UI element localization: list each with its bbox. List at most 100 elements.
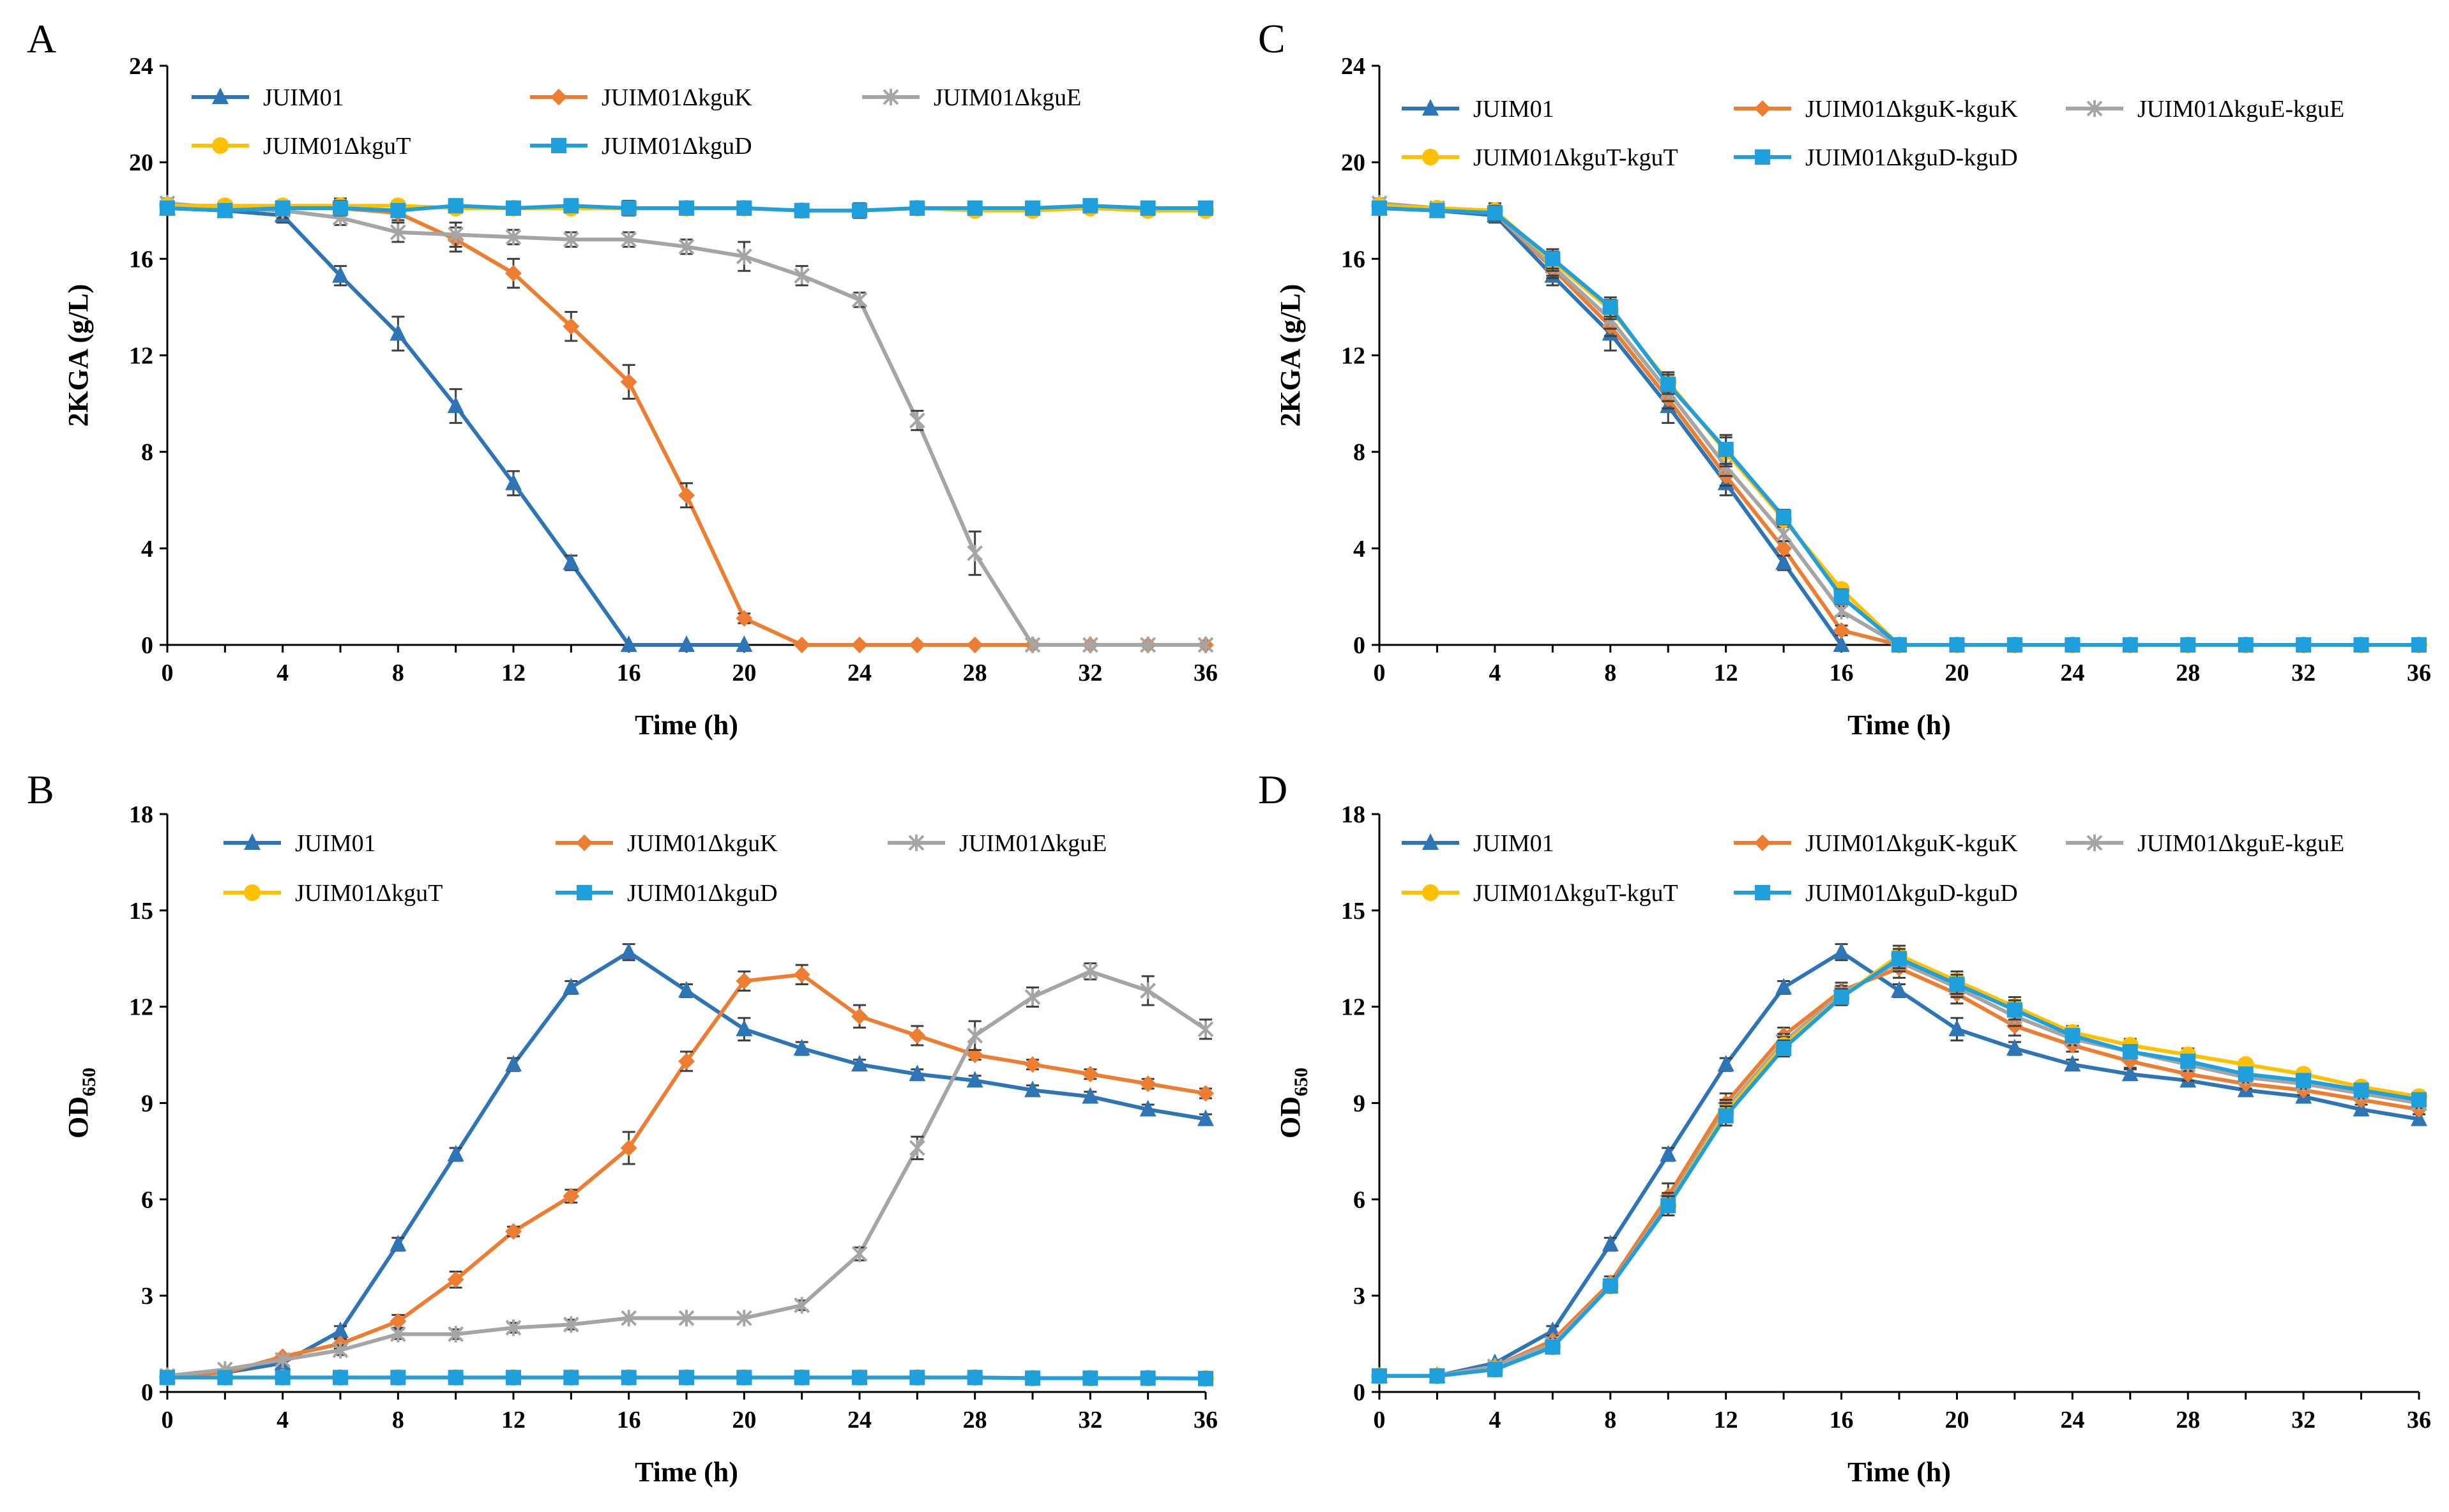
y-tick-label: 8 [1353,439,1365,466]
legend-item: JUIM01 [1402,96,1554,123]
data-point [967,545,983,562]
x-tick-label: 24 [847,1407,872,1433]
data-point [2006,1039,2023,1056]
x-tick-label: 0 [162,1407,174,1433]
data-point [1372,200,1387,216]
data-point [1545,251,1561,267]
data-point [1082,1087,1099,1104]
data-point [1025,200,1040,216]
series-d-JUIM01 [1371,942,2427,1383]
data-point [390,324,407,341]
legend-label: JUIM01ΔkguK-kguK [1805,96,2018,123]
data-point [793,1039,810,1056]
legend-label: JUIM01ΔkguE-kguE [2137,96,2344,123]
y-tick-label: 6 [141,1186,153,1213]
data-point [1082,198,1098,214]
legend-label: JUIM01ΔkguT [263,133,411,160]
data-point [505,229,522,246]
data-point [390,1370,406,1386]
data-point [1891,981,1907,998]
x-tick-label: 12 [1714,660,1738,686]
data-point [621,1310,637,1327]
data-point [1198,200,1213,216]
data-point [794,1297,810,1314]
y-tick-label: 0 [1353,1379,1365,1406]
x-tick-label: 32 [2291,660,2316,686]
y-tick-label: 0 [1353,632,1365,659]
legend-label: JUIM01ΔkguD-kguD [1805,144,2018,171]
data-point [909,1370,925,1386]
legend-swatch-marker [212,87,229,104]
data-point [1197,1085,1214,1102]
x-tick-label: 36 [1194,660,1218,686]
data-point [852,1370,867,1386]
data-point [1717,1055,1734,1072]
data-point [1948,1019,1966,1036]
x-tick-label: 4 [1489,1407,1501,1433]
data-point [332,266,349,283]
data-point [1140,637,1156,653]
data-point [851,1055,868,1072]
data-point [448,1326,464,1343]
data-point [1082,963,1098,980]
data-point [851,637,868,653]
data-point [160,1370,175,1386]
x-axis-title: Time (h) [635,1456,738,1488]
data-point [966,637,983,653]
legend-item: JUIM01ΔkguE-kguE [2066,830,2344,857]
data-point [448,198,464,214]
data-point [1545,1339,1561,1355]
legend-item: JUIM01 [1402,830,1554,857]
data-point [678,1310,695,1327]
x-tick-label: 16 [1830,660,1854,686]
data-point [1140,1370,1156,1386]
y-tick-label: 16 [129,246,153,273]
data-point [679,200,694,216]
data-point [2296,637,2312,653]
data-point [1660,376,1676,392]
legend-swatch-marker [908,835,925,851]
series-line [167,201,1206,647]
legend-swatch-marker [1755,885,1770,900]
y-tick-label: 0 [141,1379,153,1406]
series-line [1379,204,2419,647]
panel-label-d: D [1258,767,1287,812]
legend-swatch-marker [2086,835,2103,851]
data-point [1833,603,1849,620]
y-tick-label: 8 [141,439,153,466]
data-point [448,226,464,243]
data-point [506,1370,521,1386]
y-axis-title: 2KGA (g/L) [1275,284,1306,427]
data-point [1024,988,1041,1006]
data-point [2411,1092,2427,1108]
legend-item: JUIM01ΔkguK [530,84,752,111]
data-point [448,1370,464,1386]
series-b-kguE [159,962,1214,1384]
data-point [1197,1109,1214,1126]
series-line [1379,956,2420,1378]
series-line [1379,950,2420,1378]
series-line [167,204,1206,647]
data-point [333,1370,348,1386]
data-point [332,1321,349,1338]
legend-item: JUIM01ΔkguK-kguK [1734,96,2018,123]
data-point [736,610,753,627]
x-tick-label: 32 [1078,660,1102,686]
y-tick-label: 3 [1353,1283,1365,1310]
data-point [2121,1064,2139,1082]
legend-swatch-marker [883,89,899,105]
legend-swatch-marker [1422,149,1439,165]
series-line [1379,966,2420,1378]
x-tick-label: 12 [501,1407,526,1433]
series-b-kguD [160,1370,1213,1386]
y-tick-label: 20 [1341,149,1365,176]
x-tick-label: 8 [392,660,404,686]
legend-item: JUIM01ΔkguD [530,133,752,160]
data-point [160,200,175,216]
data-point [2411,637,2427,653]
y-tick-label: 4 [141,536,153,563]
legend-label: JUIM01ΔkguT [295,880,443,907]
data-point [2411,1109,2427,1126]
data-point [506,200,521,216]
